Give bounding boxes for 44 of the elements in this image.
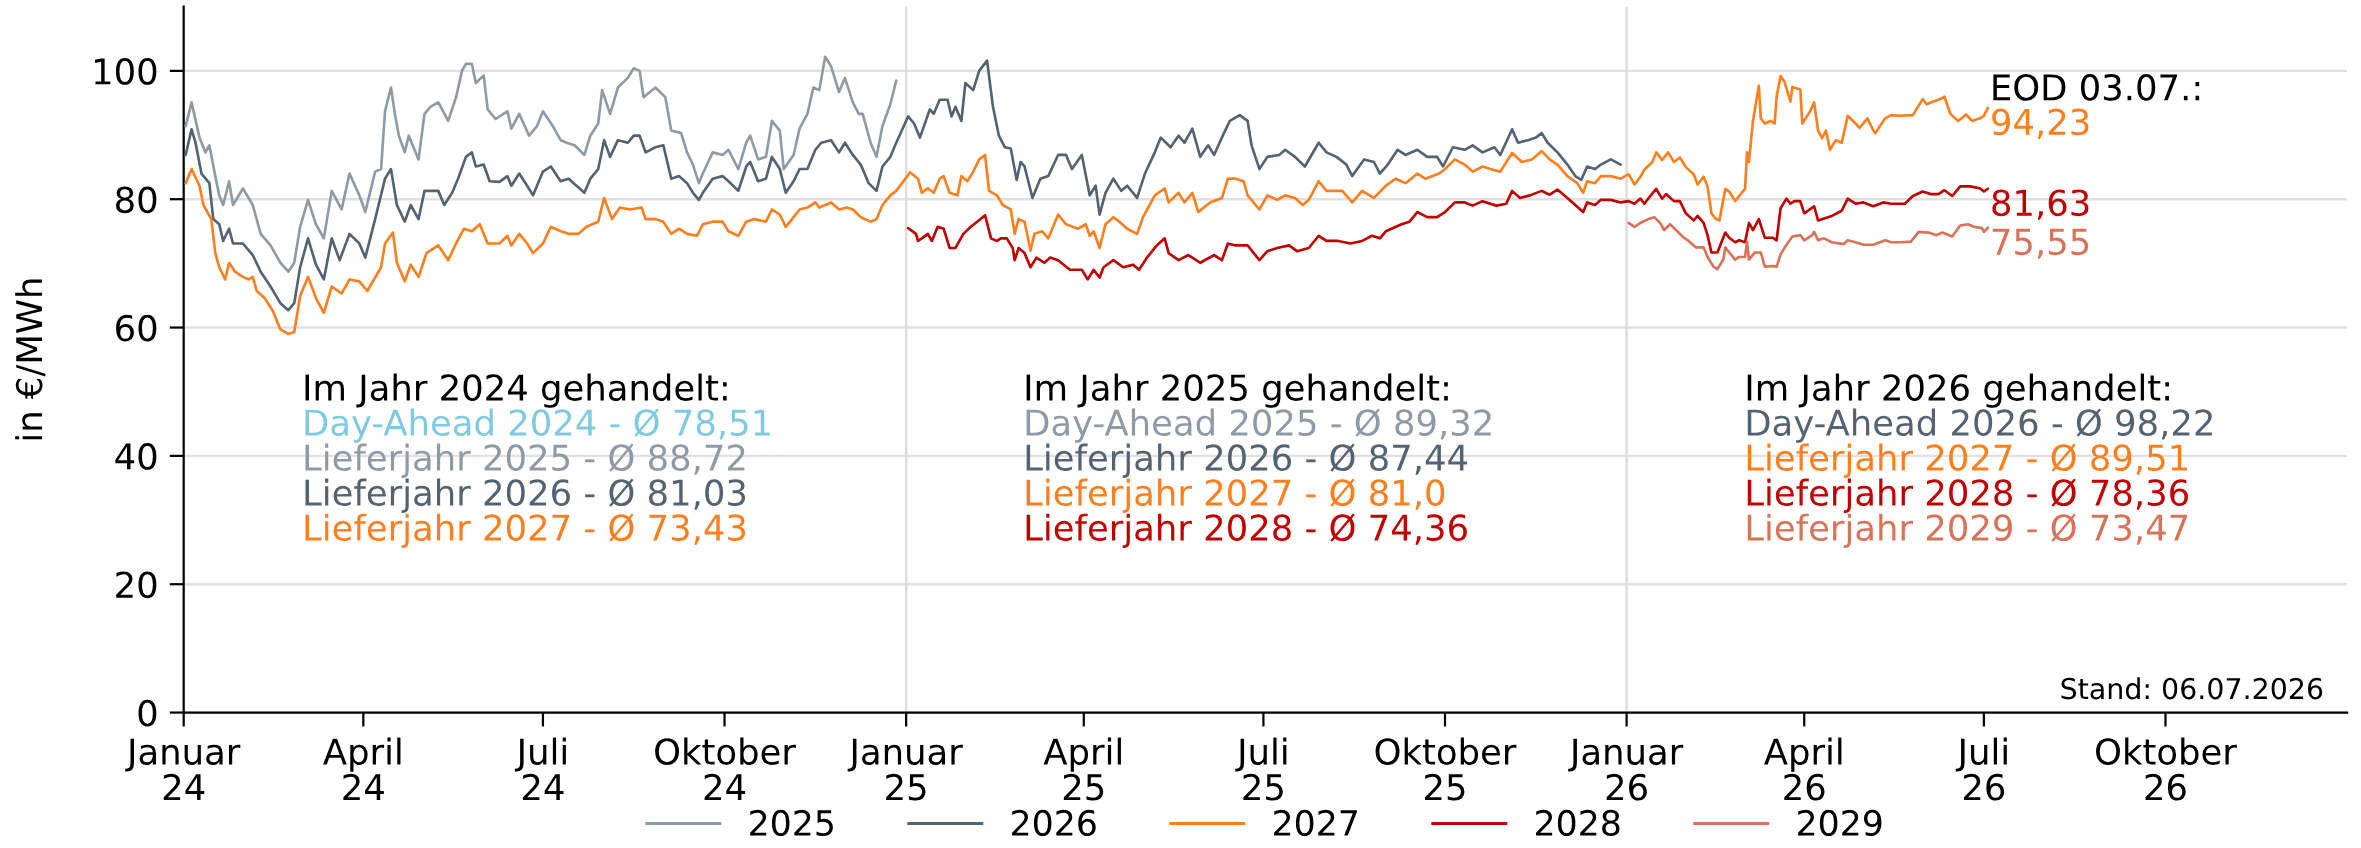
x-tick-label: Juli 25 xyxy=(1235,737,1287,801)
x-tick-label: Januar 26 xyxy=(1568,738,1684,801)
x-tick-label: Oktober 26 xyxy=(2096,737,2237,801)
annotation: 81,63 xyxy=(1992,189,2089,220)
y-tick-label: 0 xyxy=(138,699,157,727)
x-tick-label: Juli 26 xyxy=(1955,737,2007,801)
x-tick-label: Januar 25 xyxy=(847,738,963,801)
y-tick-label: 80 xyxy=(116,186,157,214)
annotation: Im Jahr 2026 gehandelt: xyxy=(1747,373,2169,408)
y-tick-label: 20 xyxy=(116,571,157,599)
annotation: 94,23 xyxy=(1992,108,2089,139)
annotation: 75,55 xyxy=(1992,228,2089,259)
annotation: Day-Ahead 2025 - Ø 89,32 xyxy=(1026,408,1491,443)
x-tick-label: Oktober 24 xyxy=(655,737,796,801)
annotation: Im Jahr 2024 gehandelt: xyxy=(305,373,727,408)
x-tick-label: April 25 xyxy=(1043,737,1121,801)
legend-label: 2026 xyxy=(1012,809,1096,837)
x-tick-label: Oktober 25 xyxy=(1375,737,1517,801)
annotation: Lieferjahr 2028 - Ø 78,36 xyxy=(1747,478,2188,513)
x-tick-label: Januar 24 xyxy=(125,738,241,801)
y-tick-label: 40 xyxy=(115,443,157,470)
annotation: Lieferjahr 2029 - Ø 73,47 xyxy=(1747,513,2188,548)
annotation: Lieferjahr 2028 - Ø 74,36 xyxy=(1026,513,1467,548)
annotation: Lieferjahr 2027 - Ø 89,51 xyxy=(1747,443,2187,478)
legend-label: 2028 xyxy=(1536,809,1620,837)
annotation: Lieferjahr 2025 - Ø 88,72 xyxy=(305,443,745,478)
annotation: Lieferjahr 2027 - Ø 81,0 xyxy=(1026,478,1445,513)
y-tick-label: 100 xyxy=(94,58,157,85)
annotation: Lieferjahr 2027 - Ø 73,43 xyxy=(305,513,746,548)
x-tick-label: Juli 24 xyxy=(514,737,566,801)
legend-label: 2027 xyxy=(1274,809,1357,837)
annotation: Day-Ahead 2026 - Ø 98,22 xyxy=(1747,408,2212,443)
annotation: Stand: 06.07.2026 xyxy=(2061,677,2323,700)
legend-label: 2029 xyxy=(1798,809,1882,837)
annotation: Lieferjahr 2026 - Ø 81,03 xyxy=(305,478,746,513)
x-tick-label: April 26 xyxy=(1764,737,1842,801)
y-tick-label: 60 xyxy=(116,314,157,342)
x-tick-label: April 24 xyxy=(323,737,401,801)
annotation: Lieferjahr 2026 - Ø 87,44 xyxy=(1026,443,1468,478)
y-axis-title: in €/MWh xyxy=(15,279,46,440)
legend-label: 2025 xyxy=(750,809,833,837)
annotation: Day-Ahead 2024 - Ø 78,51 xyxy=(305,408,770,443)
annotation: Im Jahr 2025 gehandelt: xyxy=(1026,373,1448,408)
annotation: EOD 03.07.: xyxy=(1993,73,2200,101)
